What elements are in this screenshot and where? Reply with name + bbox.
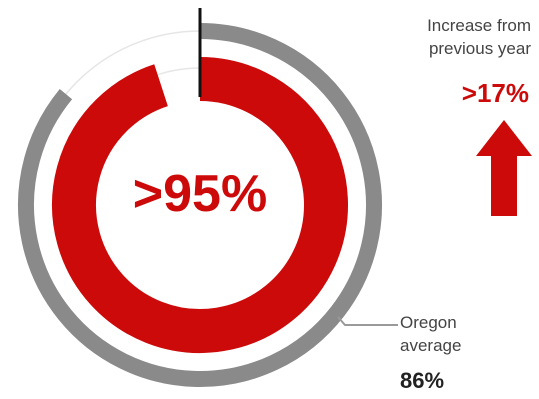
oregon-label: Oregon average [400,313,462,355]
arrow-up-icon [476,120,532,216]
oregon-value: 86% [400,368,445,393]
increase-value: >17% [461,78,529,108]
increase-label: Increase from previous year [427,16,531,58]
oregon-average-arc [18,23,382,387]
percentage-arc [52,57,348,353]
oregon-leader-line [337,316,398,326]
center-percentage: >95% [132,165,268,223]
